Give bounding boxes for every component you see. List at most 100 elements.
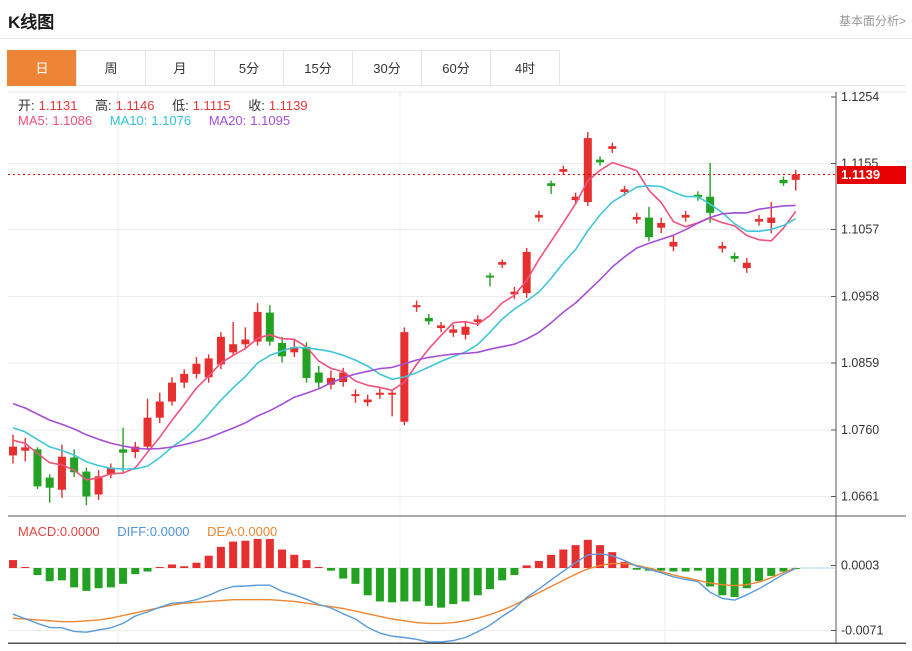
- macd-bar-pos: [583, 539, 592, 568]
- macd-bar-neg: [449, 568, 458, 605]
- candle-body: [57, 456, 66, 490]
- macd-bar-pos: [571, 545, 580, 568]
- macd-axis-tick: -0.0071: [841, 623, 883, 637]
- macd-bar-neg: [326, 568, 335, 571]
- close-value: 1.1139: [268, 98, 308, 113]
- candle-body: [485, 275, 494, 278]
- diff-line: [12, 553, 797, 643]
- macd-bar-neg: [94, 568, 103, 589]
- diff-value: DIFF:0.0000: [117, 524, 190, 539]
- candle-body: [167, 382, 176, 402]
- candle-body: [742, 262, 751, 269]
- tab-week[interactable]: 周: [76, 50, 146, 86]
- macd-bar-pos: [9, 560, 17, 568]
- macd-bar-neg: [143, 568, 152, 572]
- low-label: 低:: [172, 98, 189, 113]
- candle-body: [608, 146, 617, 149]
- candle-body: [253, 311, 262, 342]
- candle-body: [131, 446, 140, 453]
- candle-body: [155, 401, 164, 418]
- tab-day[interactable]: 日: [7, 50, 77, 86]
- macd-bar-pos: [21, 567, 30, 568]
- macd-bar-pos: [596, 545, 605, 568]
- candle-body: [180, 373, 189, 383]
- y-axis-tick: 1.0760: [841, 423, 879, 437]
- macd-bar-pos: [290, 554, 299, 568]
- macd-bar-neg: [45, 568, 54, 582]
- y-axis-tick: 1.0661: [841, 490, 879, 504]
- candle-body: [767, 217, 776, 223]
- macd-bar-neg: [82, 568, 91, 591]
- candle-body: [106, 467, 115, 475]
- macd-bar-pos: [265, 538, 274, 568]
- candle-body: [620, 189, 629, 192]
- title-separator: [0, 38, 912, 39]
- y-axis-tick: 1.0859: [841, 356, 879, 370]
- ma5-line: [12, 161, 797, 481]
- candle-body: [119, 449, 128, 453]
- macd-bar-pos: [534, 560, 543, 568]
- macd-value: MACD:0.0000: [18, 524, 100, 539]
- candle-body: [779, 179, 788, 184]
- candle-body: [351, 394, 360, 397]
- macd-bar-neg: [119, 568, 128, 584]
- tab-5min[interactable]: 5分: [214, 50, 284, 86]
- candle-body: [143, 417, 152, 447]
- macd-bar-pos: [204, 555, 213, 568]
- candle-body: [326, 377, 335, 385]
- macd-bar-pos: [522, 565, 531, 568]
- candle-body: [755, 218, 764, 222]
- candle-body: [424, 317, 433, 322]
- macd-bar-pos: [241, 540, 250, 568]
- candle-body: [644, 217, 653, 238]
- macd-axis-tick: 0.0003: [841, 558, 879, 572]
- macd-bar-pos: [253, 538, 262, 568]
- high-label: 高:: [95, 98, 112, 113]
- macd-bar-neg: [657, 568, 666, 571]
- macd-bar-neg: [424, 568, 433, 606]
- macd-legend: MACD:0.0000 DIFF:0.0000 DEA:0.0000: [18, 524, 281, 539]
- ma20-label: MA20:: [208, 113, 247, 128]
- candle-body: [473, 319, 482, 323]
- candle-body: [522, 251, 531, 294]
- candle-body: [718, 245, 727, 249]
- candle-body: [510, 291, 519, 295]
- ma10-line: [12, 184, 797, 470]
- tab-month[interactable]: 月: [145, 50, 215, 86]
- macd-bar-neg: [498, 568, 507, 581]
- tab-30min[interactable]: 30分: [352, 50, 422, 86]
- macd-bar-pos: [314, 567, 323, 568]
- macd-bar-neg: [485, 568, 494, 590]
- macd-bar-neg: [339, 568, 348, 579]
- candle-body: [791, 174, 800, 180]
- macd-bar-pos: [155, 567, 164, 568]
- current-price-tag: 1.1139: [837, 166, 906, 184]
- macd-bar-neg: [70, 568, 79, 588]
- y-axis-tick: 1.1254: [841, 90, 879, 104]
- open-value: 1.1131: [38, 98, 78, 113]
- macd-bar-neg: [632, 568, 641, 570]
- fundamental-analysis-link[interactable]: 基本面分析>: [838, 14, 906, 28]
- macd-bar-neg: [681, 568, 690, 572]
- candle-body: [559, 169, 568, 172]
- ma20-value: 1.1095: [250, 113, 291, 128]
- tab-15min[interactable]: 15分: [283, 50, 353, 86]
- dea-line: [12, 562, 796, 625]
- candle-body: [461, 326, 470, 335]
- candle-body: [571, 196, 580, 201]
- candle-body: [657, 222, 666, 228]
- low-value: 1.1115: [192, 98, 231, 113]
- macd-bar-neg: [106, 568, 115, 588]
- candle-body: [375, 392, 384, 395]
- macd-bar-pos: [302, 560, 311, 568]
- candle-body: [547, 183, 556, 186]
- tab-4hour[interactable]: 4时: [490, 50, 560, 86]
- candle-body: [363, 399, 372, 403]
- candle-body: [437, 325, 446, 329]
- candle-body: [216, 336, 225, 365]
- close-label: 收:: [248, 98, 265, 113]
- tab-60min[interactable]: 60分: [421, 50, 491, 86]
- candle-body: [730, 255, 739, 259]
